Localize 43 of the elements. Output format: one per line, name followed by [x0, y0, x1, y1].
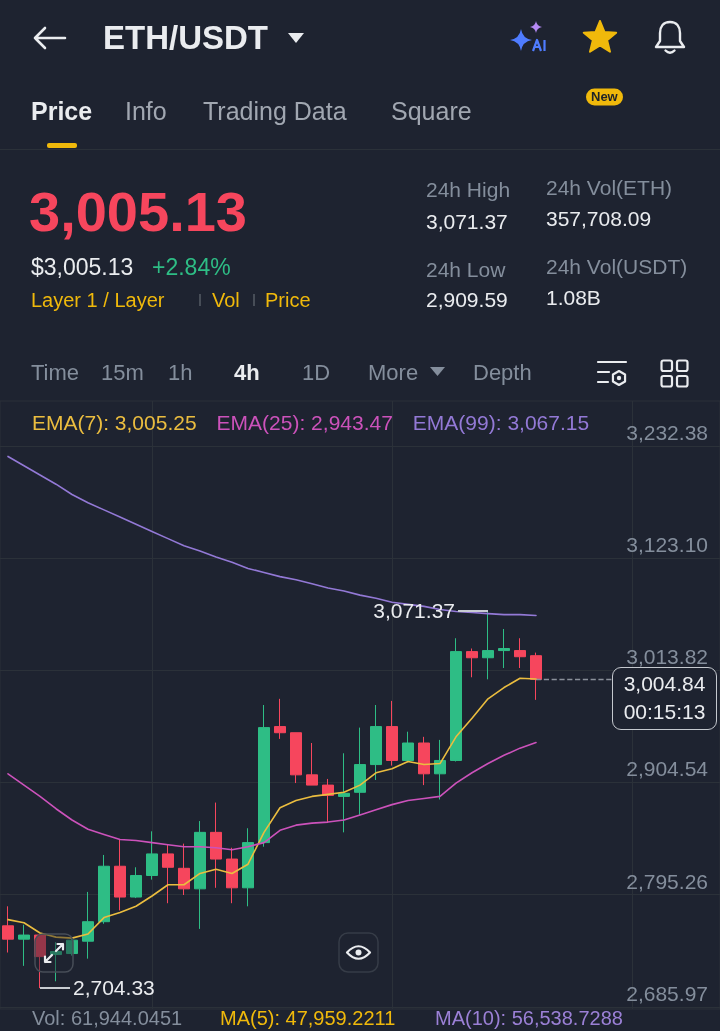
text: New — [586, 88, 623, 106]
text: Price — [31, 96, 93, 126]
text: 1h — [168, 360, 193, 386]
text: Layer 1 / Layer — [31, 288, 165, 312]
text: EMA(7): 3,005.25 — [32, 410, 197, 436]
text: 4h — [234, 360, 260, 386]
text: Info — [125, 96, 167, 126]
text: Depth — [473, 360, 532, 386]
text: 357,708.09 — [546, 206, 652, 232]
text: 00:15:13 — [622, 699, 707, 726]
text: Vol — [212, 288, 240, 312]
text: EMA(99): 3,067.15 — [412, 410, 590, 436]
annotation: 2,704.33 — [73, 976, 155, 1001]
ref-line-label: 3,004.84 — [622, 671, 707, 698]
text: 15m — [101, 360, 144, 386]
text: EMA(25): 2,943.47 — [216, 410, 393, 436]
text: 2,909.59 — [426, 287, 508, 313]
text: 24h Low — [426, 257, 506, 283]
text: Price — [265, 288, 311, 312]
y-tick-label: 3,232.38 — [626, 420, 708, 444]
annotation: Vol: 61,944.0451 — [32, 1006, 183, 1030]
y-tick-label: 3,013.82 — [626, 645, 708, 669]
text: 24h Vol(ETH) — [546, 175, 673, 201]
annotation: 3,071.37 — [373, 599, 455, 624]
text: Square — [391, 96, 472, 126]
text: 1.08B — [546, 285, 601, 311]
annotation: MA(10): 56,538.7288 — [435, 1006, 623, 1030]
y-tick-label: 2,904.54 — [626, 757, 709, 781]
text: $3,005.13 — [31, 253, 134, 281]
annotation: MA(5): 47,959.2211 — [220, 1006, 396, 1030]
text: +2.84% — [152, 253, 231, 281]
text: 24h Vol(USDT) — [546, 254, 688, 280]
y-tick-label: 2,685.97 — [626, 981, 708, 1005]
text: Time — [31, 360, 80, 386]
text: More — [368, 360, 419, 386]
text: Trading Data — [203, 96, 347, 126]
text: 24h High — [426, 177, 511, 203]
chart-title: ETH/USDT — [103, 19, 268, 57]
text: 1D — [302, 360, 331, 386]
text: 3,005.13 — [29, 179, 247, 245]
y-tick-label: 3,123.10 — [626, 533, 708, 557]
y-tick-label: 2,795.26 — [626, 869, 708, 893]
text: 3,071.37 — [426, 209, 508, 235]
